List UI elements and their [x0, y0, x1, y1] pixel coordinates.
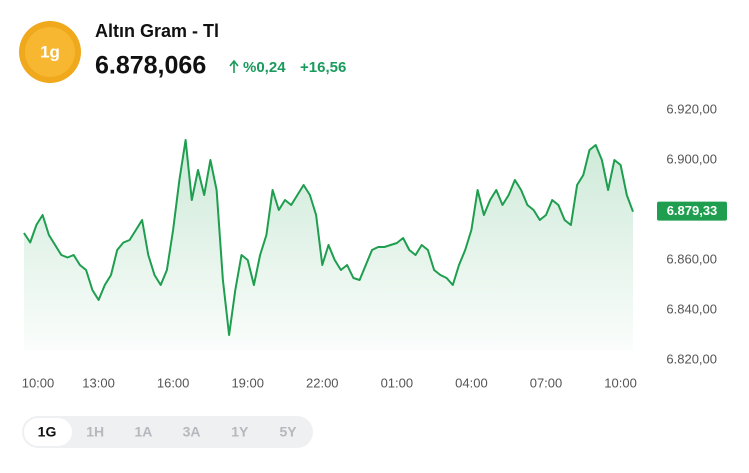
- last-price-label: 6.879,33: [667, 203, 718, 218]
- tab-group: 1G 1H 1A 3A 1Y 5Y: [24, 418, 297, 446]
- range-tab[interactable]: 1Y: [231, 424, 249, 440]
- y-tick-label: 6.900,00: [666, 151, 717, 166]
- change-value: +16,56: [300, 59, 346, 76]
- range-tab[interactable]: 5Y: [279, 424, 297, 440]
- y-tick-label: 6.840,00: [666, 301, 717, 316]
- range-tab[interactable]: 1G: [38, 424, 57, 440]
- badge-label: 1g: [40, 42, 60, 61]
- x-tick-label: 13:00: [82, 375, 115, 390]
- title: Altın Gram - Tl: [95, 21, 219, 41]
- active-tab[interactable]: [24, 418, 72, 446]
- x-tick-label: 07:00: [530, 375, 563, 390]
- badge: [25, 27, 75, 77]
- up-arrow: [229, 59, 239, 73]
- range-tabs: [22, 416, 313, 448]
- y-tick-label: 6.820,00: [666, 351, 717, 366]
- range-tab[interactable]: 1A: [134, 424, 152, 440]
- range-tab[interactable]: 1H: [86, 424, 104, 440]
- y-tick-label: 6.920,00: [666, 101, 717, 116]
- last-price-tag: [657, 201, 727, 221]
- x-tick-label: 10:00: [22, 375, 55, 390]
- y-tick-label: 6.860,00: [666, 251, 717, 266]
- price-line: [23, 139, 634, 336]
- price: 6.878,066: [95, 52, 206, 80]
- range-tab[interactable]: 3A: [183, 424, 201, 440]
- x-tick-label: 04:00: [455, 375, 488, 390]
- change-percent: %0,24: [243, 59, 286, 76]
- x-tick-label: 19:00: [231, 375, 264, 390]
- x-tick-label: 01:00: [381, 375, 414, 390]
- x-tick-label: 10:00: [604, 375, 637, 390]
- x-tick-label: 16:00: [157, 375, 190, 390]
- x-tick-label: 22:00: [306, 375, 339, 390]
